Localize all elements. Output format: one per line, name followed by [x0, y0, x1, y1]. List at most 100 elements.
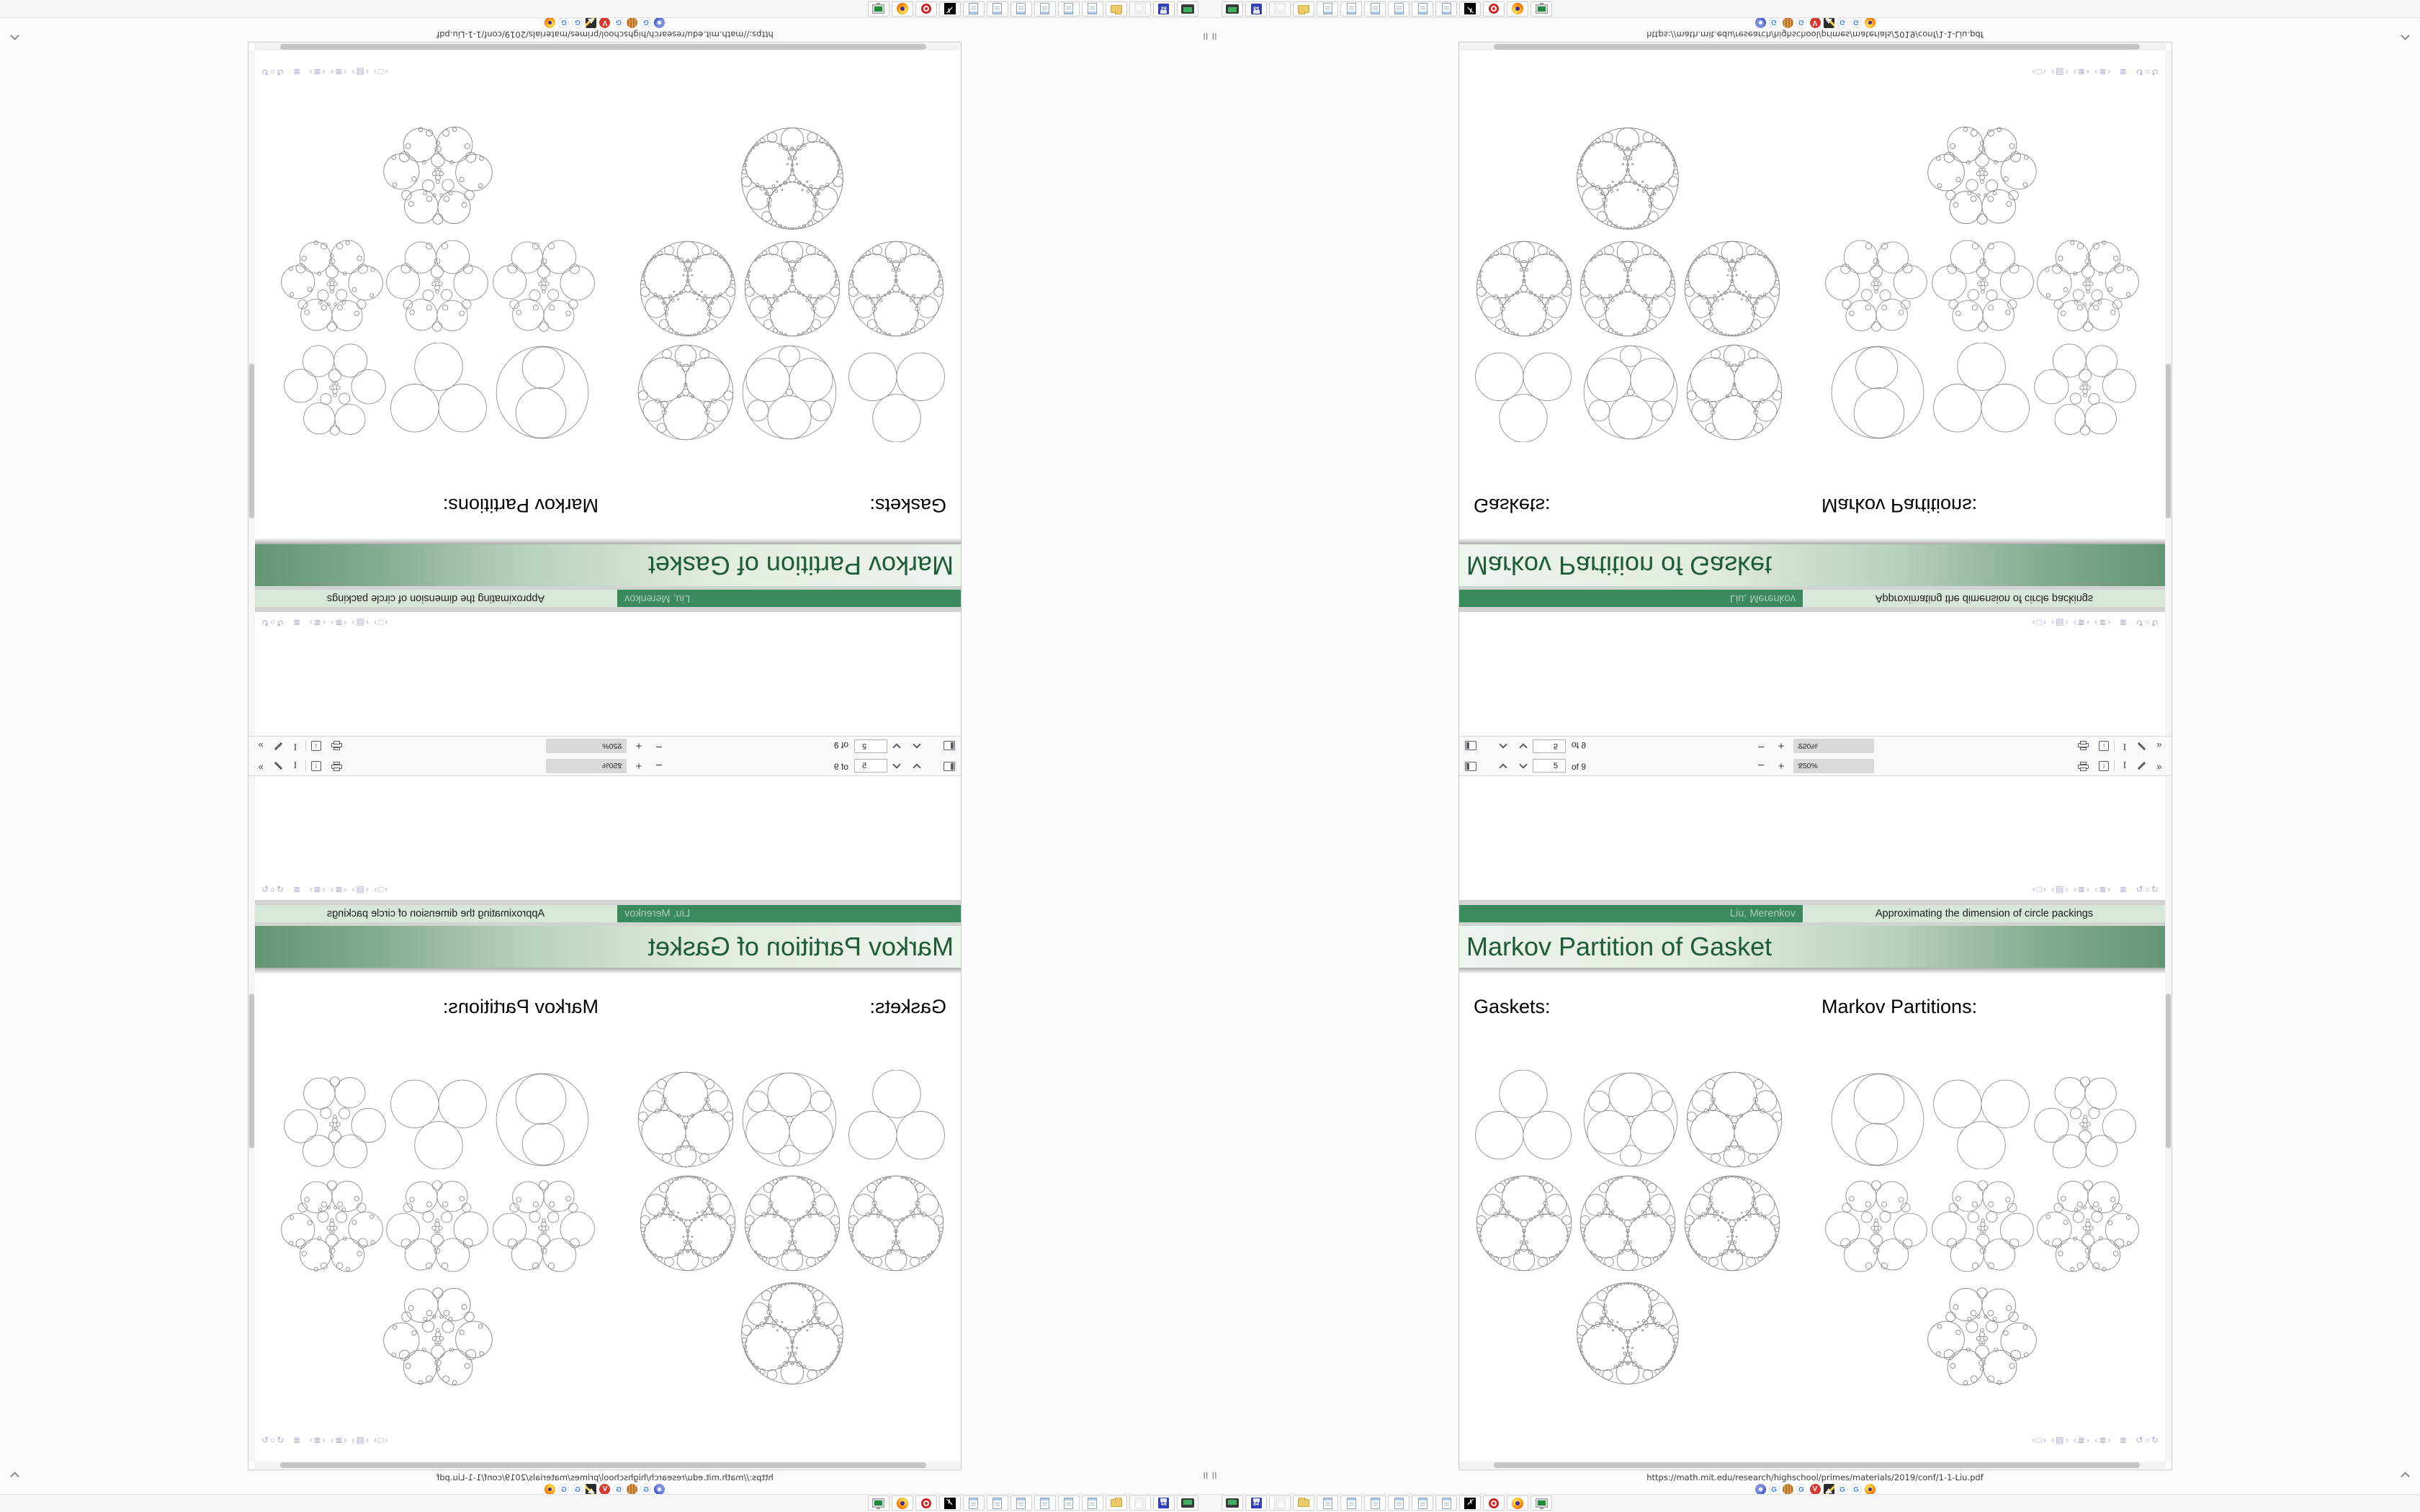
vertical-scrollbar[interactable] [2165, 50, 2172, 736]
vertical-scrollbar-thumb[interactable] [249, 364, 254, 518]
google-favicon[interactable]: G [1837, 17, 1848, 29]
zoom-out-button[interactable]: − [655, 740, 663, 752]
taskbar-item-firefox[interactable] [892, 1, 913, 17]
taskbar-item-blank[interactable] [1269, 1, 1291, 17]
page-number-input[interactable] [854, 759, 887, 773]
next-page-button[interactable] [1515, 738, 1531, 754]
sidebar-toggle-button[interactable] [1463, 758, 1479, 774]
google-favicon[interactable]: G [1850, 17, 1862, 29]
image-thumbnail-favicon[interactable] [586, 1483, 597, 1495]
taskbar-item-notepad[interactable] [1435, 1495, 1457, 1511]
taskbar-item-monitor[interactable] [1531, 1495, 1552, 1511]
vertical-scrollbar[interactable] [2165, 776, 2172, 1462]
taskbar-item-monitor[interactable] [1531, 1, 1552, 17]
page-number-input[interactable] [854, 739, 887, 753]
taskbar-item-notepad[interactable] [1412, 1495, 1433, 1511]
image-thumbnail-favicon[interactable] [1823, 1483, 1834, 1495]
bronze-badge-favicon[interactable] [627, 17, 638, 29]
google-favicon[interactable]: G [558, 1483, 570, 1495]
zoom-level-select[interactable]: 250% [1793, 759, 1874, 773]
google-favicon[interactable]: G [1768, 1483, 1780, 1495]
save-button[interactable]: ↓ [2096, 738, 2112, 754]
taskbar-item-notepad[interactable] [1364, 1, 1386, 17]
taskbar-item-monitor[interactable] [868, 1495, 889, 1511]
collapse-chevron-icon[interactable] [2401, 31, 2410, 40]
taskbar-item-screenshot-tool[interactable] [1177, 1495, 1198, 1511]
save-button[interactable]: ↓ [308, 738, 324, 754]
print-button[interactable] [329, 738, 345, 754]
draw-tool-button[interactable] [271, 738, 287, 754]
taskbar-item-red-seal[interactable] [915, 1, 937, 17]
taskbar-item-claw[interactable]: ✗ [1459, 1, 1481, 17]
taskbar-item-floppy-64[interactable]: 64 [1153, 1495, 1175, 1511]
collapse-chevron-icon[interactable] [10, 1472, 19, 1481]
page-number-input[interactable] [1533, 739, 1566, 753]
collapse-chevron-icon[interactable] [10, 31, 19, 40]
horizontal-scrollbar[interactable] [254, 43, 961, 50]
taskbar-item-notepad[interactable] [1010, 1495, 1032, 1511]
taskbar-item-notepad[interactable] [963, 1495, 985, 1511]
print-button[interactable] [2075, 758, 2091, 774]
vertical-scrollbar[interactable] [248, 50, 255, 736]
next-page-button[interactable] [889, 758, 905, 774]
horizontal-scrollbar-thumb[interactable] [1494, 44, 2140, 50]
more-tools-button[interactable]: » [253, 738, 269, 754]
taskbar-item-folder[interactable] [1293, 1, 1314, 17]
taskbar-item-screenshot-tool[interactable] [1222, 1, 1243, 17]
zoom-level-select[interactable]: 250% [1793, 739, 1874, 753]
google-favicon[interactable]: G [640, 1483, 652, 1495]
taskbar-item-folder[interactable] [1106, 1, 1127, 17]
firefox-favicon[interactable] [1864, 1483, 1876, 1495]
vertical-scrollbar-thumb[interactable] [2166, 364, 2171, 518]
zoom-in-button[interactable]: + [1778, 760, 1785, 773]
zoom-out-button[interactable]: − [1757, 740, 1765, 752]
taskbar-item-claw[interactable]: ✗ [939, 1495, 961, 1511]
google-favicon[interactable]: G [1796, 1483, 1807, 1495]
taskbar-item-firefox[interactable] [1507, 1495, 1528, 1511]
bronze-badge-favicon[interactable] [1782, 1483, 1793, 1495]
taskbar-item-monitor[interactable] [868, 1, 889, 17]
taskbar-item-red-seal[interactable] [1483, 1, 1505, 17]
print-button[interactable] [329, 758, 345, 774]
taskbar-item-notepad[interactable] [1317, 1, 1338, 17]
horizontal-scrollbar[interactable] [254, 1462, 961, 1469]
taskbar-item-floppy-64[interactable]: 64 [1153, 1, 1175, 17]
draw-tool-button[interactable] [271, 758, 287, 774]
horizontal-scrollbar-thumb[interactable] [280, 1462, 926, 1468]
taskbar-item-red-seal[interactable] [1483, 1495, 1505, 1511]
red-v-badge-favicon[interactable]: V [599, 17, 611, 29]
taskbar-item-notepad[interactable] [1034, 1, 1056, 17]
horizontal-scrollbar-thumb[interactable] [280, 44, 926, 50]
vertical-scrollbar[interactable] [248, 776, 255, 1462]
taskbar-item-notepad[interactable] [1340, 1, 1362, 17]
page-number-input[interactable] [1533, 759, 1566, 773]
taskbar-item-notepad[interactable] [1034, 1495, 1056, 1511]
taskbar-item-notepad[interactable] [1435, 1, 1457, 17]
red-v-badge-favicon[interactable]: V [1809, 1483, 1821, 1495]
previous-page-button[interactable] [909, 738, 925, 754]
taskbar-item-notepad[interactable] [987, 1495, 1008, 1511]
taskbar-item-firefox[interactable] [1507, 1, 1528, 17]
more-tools-button[interactable]: » [2151, 738, 2167, 754]
google-favicon[interactable]: G [640, 17, 652, 29]
collapse-chevron-icon[interactable] [2401, 1472, 2410, 1481]
taskbar-item-notepad[interactable] [1058, 1, 1080, 17]
firefox-favicon[interactable] [1864, 17, 1876, 29]
image-thumbnail-favicon[interactable] [586, 17, 597, 29]
taskbar-item-notepad[interactable] [1082, 1, 1103, 17]
beamer-navigation-symbols[interactable]: ‹□› ‹▤› ‹≣› ‹≣› ≣ ↺○↻ [2032, 67, 2160, 77]
google-favicon[interactable]: G [613, 17, 624, 29]
taskbar-item-notepad[interactable] [1340, 1495, 1362, 1511]
more-tools-button[interactable]: » [253, 758, 269, 774]
taskbar-item-red-seal[interactable] [915, 1495, 937, 1511]
google-favicon[interactable]: G [1768, 17, 1780, 29]
taskbar-item-folder[interactable] [1106, 1495, 1127, 1511]
google-favicon[interactable]: G [1796, 17, 1807, 29]
taskbar-item-blank[interactable] [1129, 1, 1151, 17]
taskbar-item-floppy-64[interactable]: 64 [1245, 1495, 1267, 1511]
google-favicon[interactable]: G [1837, 1483, 1848, 1495]
taskbar-item-screenshot-tool[interactable] [1222, 1495, 1243, 1511]
save-button[interactable]: ↓ [2096, 758, 2112, 774]
google-favicon[interactable]: G [1850, 1483, 1862, 1495]
taskbar-item-notepad[interactable] [1317, 1495, 1338, 1511]
